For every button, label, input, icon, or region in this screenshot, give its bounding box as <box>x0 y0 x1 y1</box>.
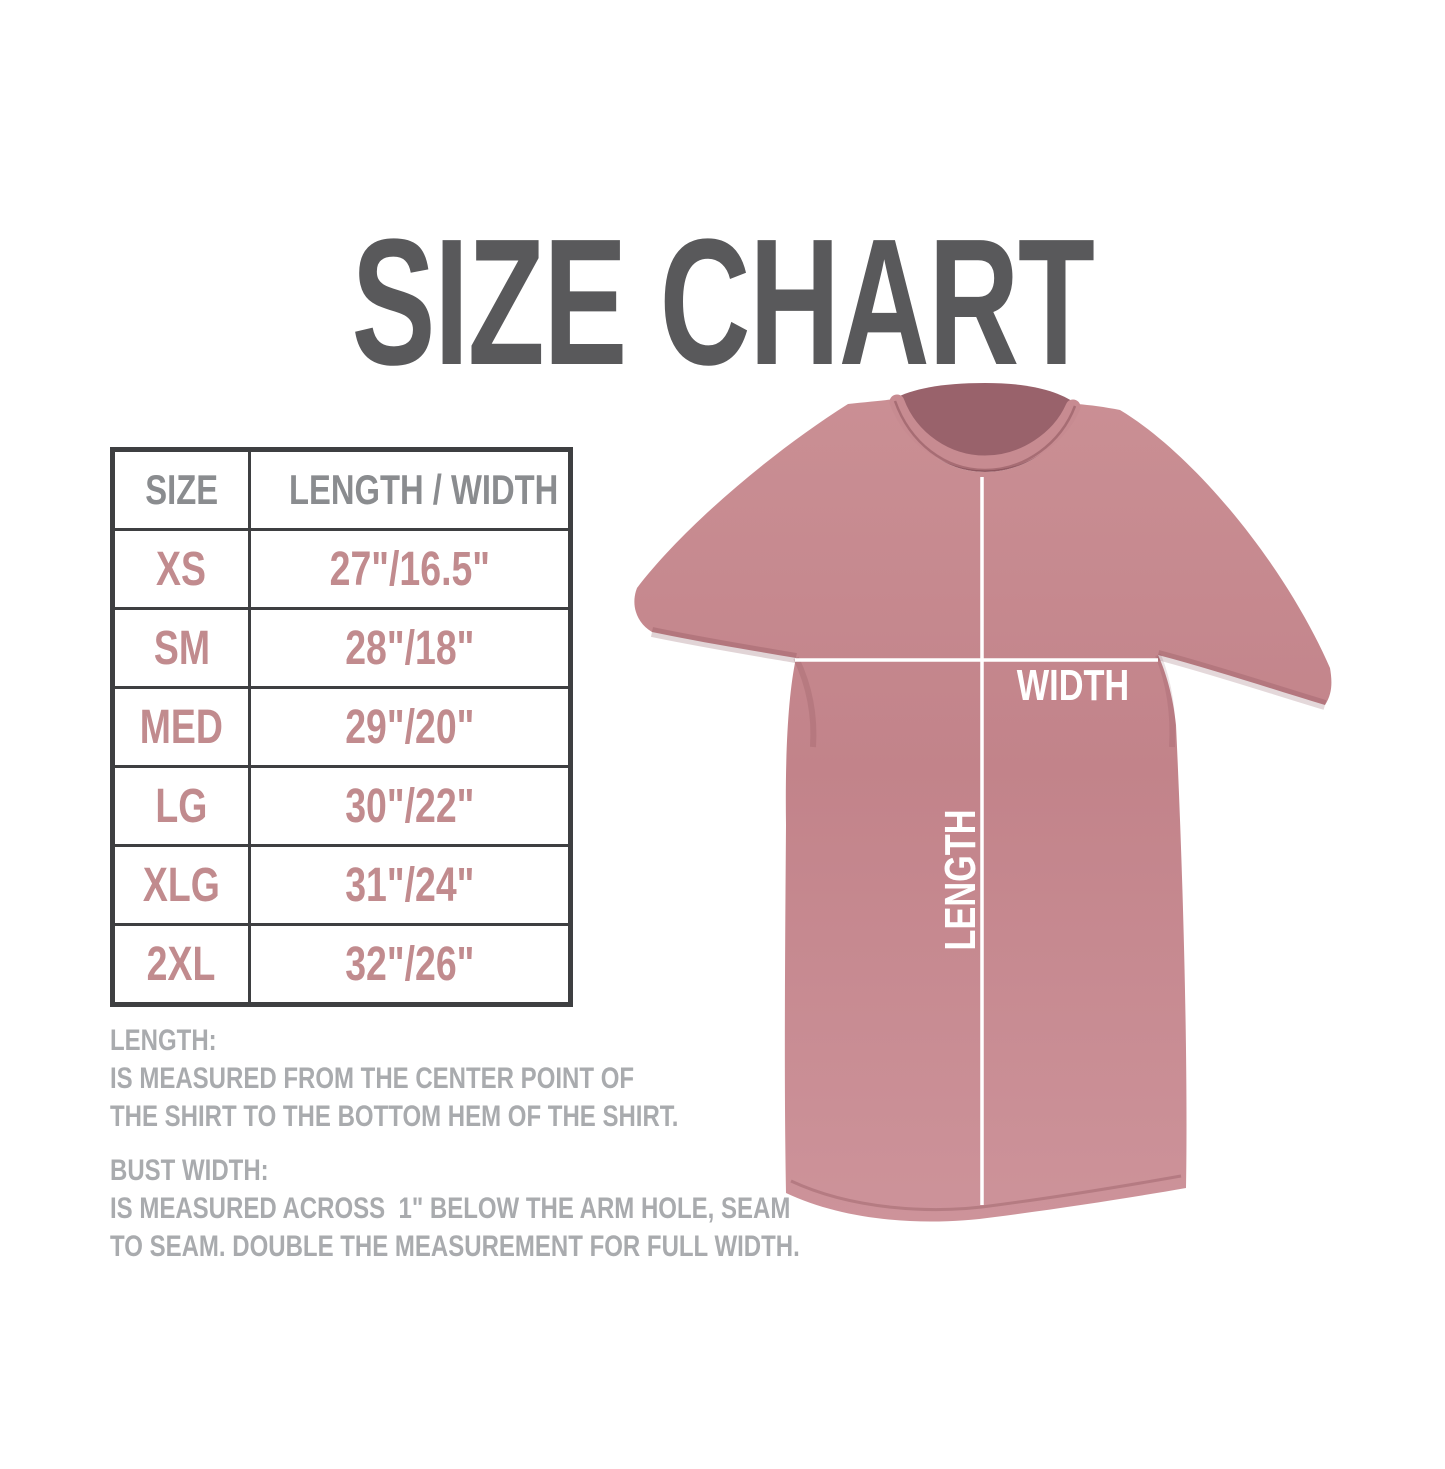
left-sleeve-shadow <box>650 627 797 663</box>
measurement-cell: 29"/20" <box>248 686 572 768</box>
bust-width-note-text: TO SEAM. DOUBLE THE MEASUREMENT FOR FULL… <box>110 1230 800 1263</box>
right-armpit-crease <box>1155 653 1176 748</box>
size-table: SIZE LENGTH / WIDTH XS 27"/16.5" SM 28"/… <box>110 447 573 1007</box>
measurement-cell: 31"/24" <box>248 844 572 926</box>
size-cell: SM <box>111 607 251 689</box>
length-note-text: IS MEASURED FROM THE CENTER POINT OF <box>110 1062 635 1095</box>
length-note-text: THE SHIRT TO THE BOTTOM HEM OF THE SHIRT… <box>110 1100 679 1133</box>
measurement-cell: 30"/22" <box>248 765 572 847</box>
tshirt-diagram: WIDTH LENGTH <box>634 383 1332 1222</box>
page-title: SIZE CHART <box>351 201 1095 403</box>
size-cell: 2XL <box>111 923 251 1006</box>
collar-band <box>889 394 1081 471</box>
right-sleeve-shadow <box>1156 650 1327 710</box>
table-row: 2XL 32"/26" <box>111 923 572 1006</box>
table-row: XLG 31"/24" <box>111 844 572 926</box>
table-row: MED 29"/20" <box>111 686 572 768</box>
table-row: SM 28"/18" <box>111 607 572 689</box>
measurement-cell: 32"/26" <box>248 923 572 1006</box>
length-label: LENGTH <box>936 809 985 950</box>
collar-seam <box>893 400 1077 472</box>
left-armpit-crease <box>793 656 817 748</box>
measurement-notes: LENGTH: IS MEASURED FROM THE CENTER POIN… <box>110 1022 800 1266</box>
width-label: WIDTH <box>1017 661 1129 710</box>
hem-seam <box>790 1174 1182 1211</box>
size-cell: XS <box>111 528 251 610</box>
column-header-size: SIZE <box>111 448 251 531</box>
bust-width-note-text: IS MEASURED ACROSS 1" BELOW THE ARM HOLE… <box>110 1192 791 1225</box>
table-header-row: SIZE LENGTH / WIDTH <box>111 448 572 531</box>
bust-width-note-heading: BUST WIDTH: <box>110 1154 269 1187</box>
measurement-cell: 28"/18" <box>248 607 572 689</box>
table-row: XS 27"/16.5" <box>111 528 572 610</box>
column-header-length-width: LENGTH / WIDTH <box>248 448 572 531</box>
measurement-cell: 27"/16.5" <box>248 528 572 610</box>
size-cell: LG <box>111 765 251 847</box>
table-row: LG 30"/22" <box>111 765 572 847</box>
size-cell: XLG <box>111 844 251 926</box>
size-cell: MED <box>111 686 251 768</box>
length-note-heading: LENGTH: <box>110 1024 217 1057</box>
